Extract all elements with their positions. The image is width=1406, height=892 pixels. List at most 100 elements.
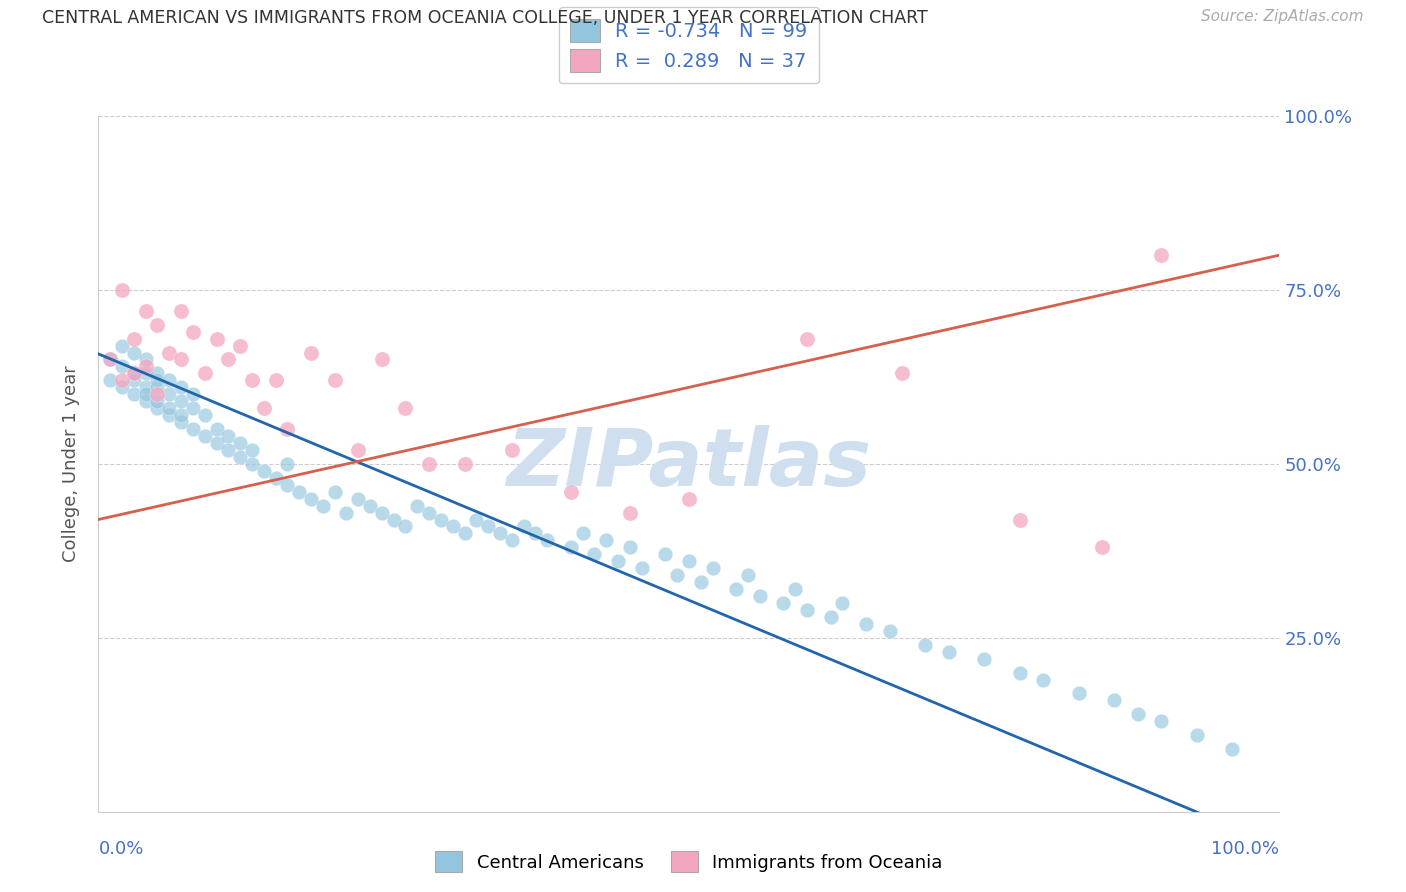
- Point: [1032, 673, 1054, 687]
- Point: [536, 533, 558, 548]
- Point: [170, 352, 193, 367]
- Point: [111, 338, 134, 352]
- Point: [122, 332, 145, 346]
- Point: [938, 645, 960, 659]
- Point: [146, 373, 169, 387]
- Point: [879, 624, 901, 638]
- Point: [430, 512, 453, 526]
- Point: [1008, 512, 1031, 526]
- Point: [135, 380, 157, 394]
- Point: [748, 589, 770, 603]
- Point: [583, 547, 606, 561]
- Point: [146, 380, 169, 394]
- Point: [796, 603, 818, 617]
- Point: [323, 373, 346, 387]
- Point: [170, 415, 193, 429]
- Point: [205, 422, 228, 436]
- Text: Source: ZipAtlas.com: Source: ZipAtlas.com: [1201, 9, 1364, 24]
- Point: [465, 512, 488, 526]
- Point: [157, 345, 180, 359]
- Point: [654, 547, 676, 561]
- Point: [678, 554, 700, 568]
- Point: [157, 387, 180, 401]
- Point: [820, 610, 842, 624]
- Legend: Central Americans, Immigrants from Oceania: Central Americans, Immigrants from Ocean…: [427, 844, 950, 880]
- Point: [98, 352, 121, 367]
- Point: [831, 596, 853, 610]
- Point: [217, 429, 239, 443]
- Point: [288, 484, 311, 499]
- Point: [276, 477, 298, 491]
- Point: [111, 373, 134, 387]
- Point: [441, 519, 464, 533]
- Point: [359, 499, 381, 513]
- Point: [264, 373, 287, 387]
- Point: [1102, 693, 1125, 707]
- Point: [607, 554, 630, 568]
- Point: [418, 457, 440, 471]
- Point: [146, 367, 169, 381]
- Point: [111, 380, 134, 394]
- Point: [217, 442, 239, 457]
- Point: [347, 442, 370, 457]
- Point: [122, 387, 145, 401]
- Point: [135, 387, 157, 401]
- Point: [205, 436, 228, 450]
- Point: [98, 352, 121, 367]
- Point: [382, 512, 405, 526]
- Point: [146, 401, 169, 416]
- Point: [394, 401, 416, 416]
- Point: [418, 506, 440, 520]
- Point: [453, 526, 475, 541]
- Point: [135, 352, 157, 367]
- Point: [619, 541, 641, 555]
- Point: [229, 338, 252, 352]
- Point: [299, 491, 322, 506]
- Point: [240, 442, 263, 457]
- Point: [1150, 714, 1173, 729]
- Point: [512, 519, 534, 533]
- Point: [796, 332, 818, 346]
- Text: 0.0%: 0.0%: [98, 839, 143, 857]
- Point: [772, 596, 794, 610]
- Point: [524, 526, 547, 541]
- Point: [170, 380, 193, 394]
- Point: [146, 318, 169, 332]
- Point: [371, 352, 394, 367]
- Point: [323, 484, 346, 499]
- Point: [477, 519, 499, 533]
- Point: [146, 387, 169, 401]
- Point: [725, 582, 748, 596]
- Point: [229, 450, 252, 464]
- Point: [170, 303, 193, 318]
- Point: [1220, 742, 1243, 756]
- Point: [111, 359, 134, 374]
- Point: [229, 436, 252, 450]
- Point: [98, 373, 121, 387]
- Point: [135, 359, 157, 374]
- Point: [619, 506, 641, 520]
- Point: [135, 367, 157, 381]
- Text: CENTRAL AMERICAN VS IMMIGRANTS FROM OCEANIA COLLEGE, UNDER 1 YEAR CORRELATION CH: CENTRAL AMERICAN VS IMMIGRANTS FROM OCEA…: [42, 9, 928, 27]
- Point: [689, 575, 711, 590]
- Point: [737, 568, 759, 582]
- Point: [170, 394, 193, 409]
- Point: [146, 394, 169, 409]
- Point: [264, 471, 287, 485]
- Point: [595, 533, 617, 548]
- Point: [501, 442, 523, 457]
- Point: [489, 526, 512, 541]
- Point: [181, 387, 204, 401]
- Point: [194, 429, 217, 443]
- Point: [135, 394, 157, 409]
- Point: [560, 484, 582, 499]
- Point: [217, 352, 239, 367]
- Point: [122, 345, 145, 359]
- Point: [181, 325, 204, 339]
- Point: [240, 373, 263, 387]
- Point: [335, 506, 357, 520]
- Point: [630, 561, 652, 575]
- Point: [1008, 665, 1031, 680]
- Point: [181, 401, 204, 416]
- Point: [1067, 686, 1090, 700]
